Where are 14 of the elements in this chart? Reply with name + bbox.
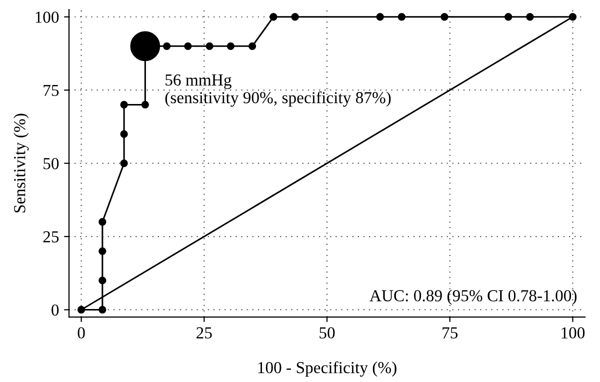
x-tick-label: 0 [78,327,85,339]
annotation: AUC: 0.89 (95% CI 0.78-1.00) [370,290,577,305]
y-tick-label: 0 [52,304,59,316]
y-tick-label: 100 [36,12,59,23]
x-tick-label: 75 [442,327,458,339]
annotation: 56 mmHg (sensitivity 90%, specificity 87%) [165,74,391,107]
y-tick-label: 75 [44,84,59,96]
y-tick-label: 25 [43,231,59,242]
x-axis-title: 100 - Specificity (%) [258,361,396,377]
x-tick-label: 50 [320,327,335,339]
y-axis-title: Sensitivity (%) [14,114,29,212]
y-tick-label: 50 [44,158,59,170]
x-tick-label: 25 [196,327,212,339]
x-tick-label: 100 [562,327,585,339]
